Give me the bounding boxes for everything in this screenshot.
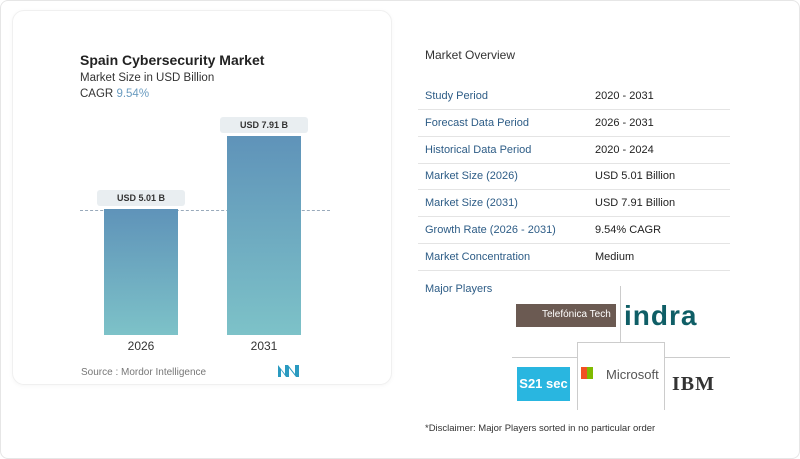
logo-text: Telefónica Tech bbox=[542, 309, 611, 320]
logo-box bbox=[577, 342, 665, 410]
row-label: Forecast Data Period bbox=[425, 116, 529, 129]
cagr: CAGR 9.54% bbox=[80, 88, 149, 100]
overview-row: Historical Data Period 2020 - 2024 bbox=[418, 137, 730, 164]
overview-row: Study Period 2020 - 2031 bbox=[418, 83, 730, 110]
overview-row: Forecast Data Period 2026 - 2031 bbox=[418, 110, 730, 137]
row-value: USD 5.01 Billion bbox=[595, 170, 676, 183]
bar-2031 bbox=[227, 135, 301, 335]
logo-s21sec: S21 sec bbox=[517, 367, 570, 401]
bar-2026 bbox=[104, 208, 178, 335]
row-value: 2020 - 2031 bbox=[595, 90, 654, 102]
row-value: 9.54% CAGR bbox=[595, 224, 662, 236]
source: Source : Mordor Intelligence bbox=[81, 367, 207, 378]
cagr-label: CAGR bbox=[80, 88, 114, 100]
overview-title: Market Overview bbox=[425, 48, 516, 62]
row-value: 2026 - 2031 bbox=[595, 116, 654, 129]
overview-row: Growth Rate (2026 - 2031) 9.54% CAGR bbox=[418, 217, 730, 244]
data-label: USD 5.01 B bbox=[97, 189, 185, 206]
microsoft-icon bbox=[581, 367, 593, 379]
overview-row: Market Size (2026) USD 5.01 Billion bbox=[418, 163, 730, 191]
row-value: Medium bbox=[595, 250, 635, 263]
logo-telefonica: Telefónica Tech bbox=[516, 304, 616, 327]
overview-row: Market Concentration Medium bbox=[418, 244, 730, 271]
x-tick-label: 2026 bbox=[127, 339, 155, 353]
row-value: USD 7.91 Billion bbox=[595, 197, 676, 210]
chart-subtitle: Market Size in USD Billion bbox=[80, 72, 215, 84]
logo-indra: indra bbox=[624, 300, 698, 331]
data-label: USD 7.91 B bbox=[220, 116, 308, 133]
row-label: Market Size (2026) bbox=[425, 170, 518, 183]
x-tick-label: 2031 bbox=[250, 339, 278, 353]
mordor-logo-icon bbox=[278, 365, 299, 377]
major-players-label: Major Players bbox=[425, 283, 493, 295]
chart-title: Spain Cybersecurity Market bbox=[80, 52, 265, 68]
row-label: Study Period bbox=[425, 90, 488, 102]
logo-microsoft: Microsoft bbox=[606, 367, 659, 382]
reference-line bbox=[80, 210, 330, 211]
row-label: Market Size (2031) bbox=[425, 197, 518, 210]
logo-ibm: IBM bbox=[672, 373, 715, 395]
row-label: Historical Data Period bbox=[425, 143, 532, 156]
row-label: Growth Rate (2026 - 2031) bbox=[425, 224, 556, 236]
row-value: 2020 - 2024 bbox=[595, 143, 654, 156]
disclaimer: *Disclaimer: Major Players sorted in no … bbox=[425, 423, 656, 434]
divider bbox=[512, 357, 578, 358]
divider bbox=[620, 286, 621, 342]
row-label: Market Concentration bbox=[425, 250, 531, 263]
overview-row: Market Size (2031) USD 7.91 Billion bbox=[418, 190, 730, 218]
chart-card bbox=[12, 10, 392, 385]
divider bbox=[664, 357, 730, 358]
cagr-value: 9.54% bbox=[116, 88, 150, 100]
